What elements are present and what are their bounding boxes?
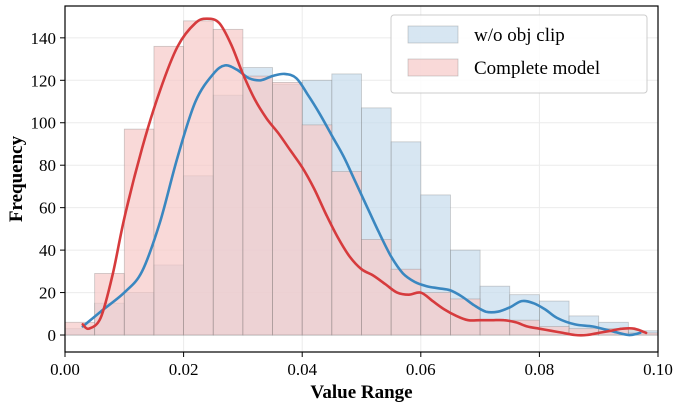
- bar-series-2: [479, 319, 511, 336]
- x-axis-ticks: 0.00 0.02 0.04 0.06 0.08 0.10: [50, 352, 673, 379]
- x-tick-label: 0.06: [406, 360, 436, 379]
- y-tick-label: 40: [39, 241, 56, 260]
- bar-series-2: [183, 20, 214, 336]
- y-tick-label: 20: [39, 284, 56, 303]
- bar-series-2: [301, 124, 333, 336]
- x-tick-label: 0.04: [287, 360, 317, 379]
- x-tick-label: 0.02: [169, 360, 199, 379]
- bar-series-2: [450, 298, 481, 336]
- kde-line-series-2: [81, 17, 648, 337]
- y-tick-label: 0: [48, 326, 57, 345]
- y-tick-label: 60: [39, 199, 56, 218]
- kde-curves: [81, 17, 648, 337]
- x-tick-label: 0.10: [643, 360, 673, 379]
- x-tick-label: 0.00: [50, 360, 80, 379]
- bar-series-2: [242, 75, 273, 336]
- bar-series-2: [272, 82, 303, 336]
- plot-frame: [64, 5, 659, 353]
- legend-swatch-series-2: [407, 58, 459, 77]
- x-axis-title: Value Range: [310, 382, 412, 403]
- bar-series-2: [390, 268, 422, 336]
- legend: w/o obj clip Complete model: [390, 14, 648, 94]
- y-axis-ticks: 0 20 40 60 80 100 120 140: [31, 29, 65, 345]
- y-axis-title: Frequency: [6, 135, 27, 222]
- legend-swatch-series-1: [407, 25, 459, 44]
- bar-series-2: [361, 239, 392, 336]
- x-tick-label: 0.08: [525, 360, 555, 379]
- legend-label-series-1: w/o obj clip: [474, 25, 565, 46]
- bar-series-2: [420, 292, 451, 336]
- kde-line-series-1: [81, 64, 642, 337]
- legend-label-series-2: Complete model: [474, 58, 600, 79]
- bar-series-2: [212, 28, 244, 336]
- y-tick-label: 140: [31, 29, 57, 48]
- y-tick-label: 80: [39, 156, 56, 175]
- y-tick-label: 100: [31, 114, 57, 133]
- y-tick-label: 120: [31, 71, 57, 90]
